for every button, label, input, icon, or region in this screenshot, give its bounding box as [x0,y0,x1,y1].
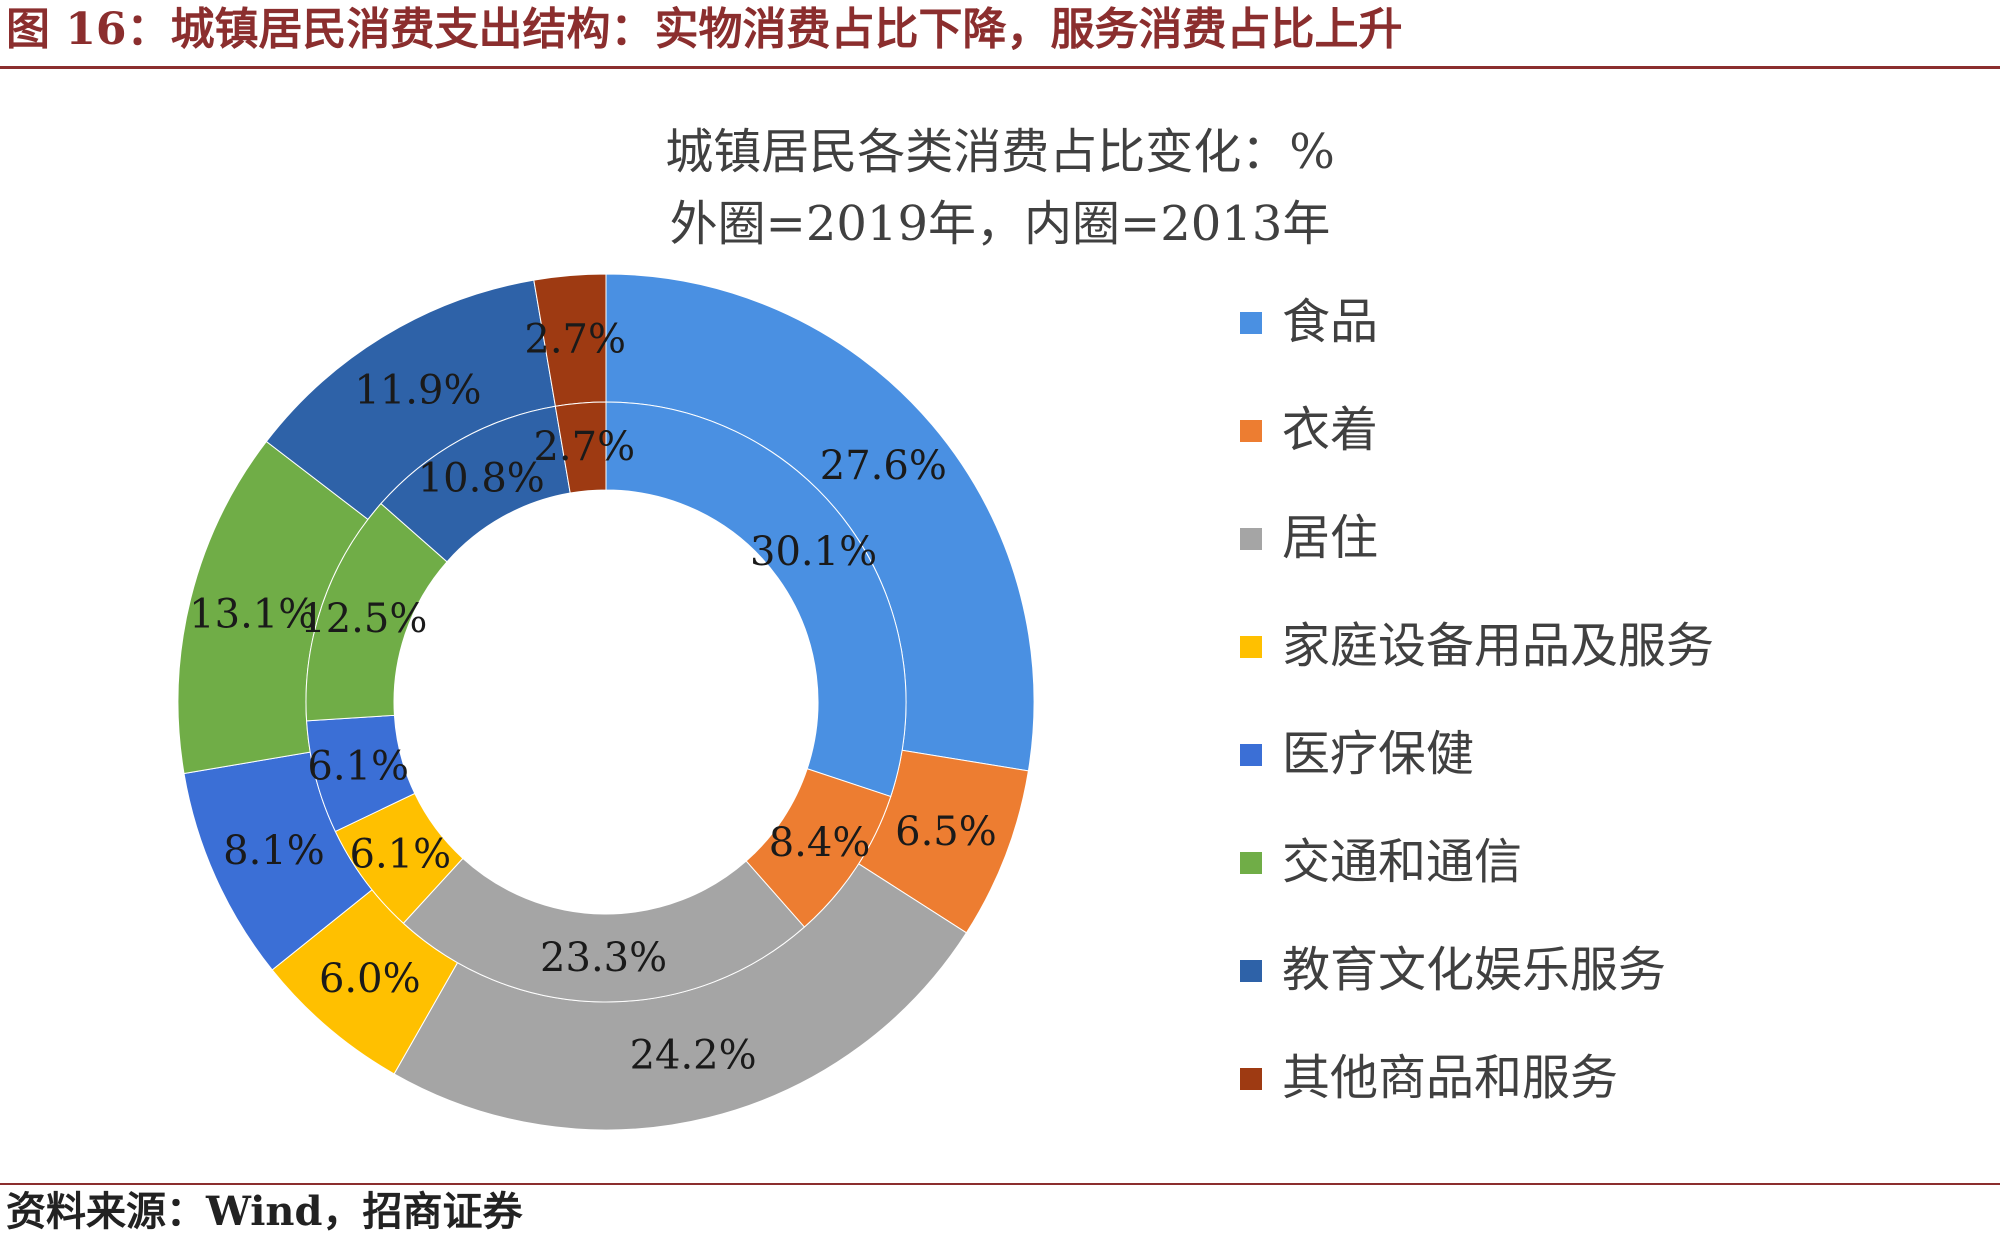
data-label-inner-7: 10.8% [418,455,545,501]
data-label-inner-5: 6.1% [307,743,409,789]
donut-slice-inner-1 [605,401,907,798]
legend-label: 交通和通信 [1282,834,1523,890]
legend-label: 居住 [1282,510,1379,566]
data-label-outer-2: 6.5% [895,809,997,855]
data-label-inner-1: 30.1% [750,529,877,575]
data-label-outer-1: 27.6% [820,443,947,489]
chart-title: 城镇居民各类消费占比变化：% [665,124,1335,180]
data-label-outer-4: 6.0% [319,956,421,1002]
legend-label: 教育文化娱乐服务 [1282,942,1667,998]
legend-label: 其他商品和服务 [1282,1050,1619,1106]
data-label-outer-8: 2.7% [524,316,626,362]
legend-swatch [1240,312,1262,334]
chart-subtitle: 外圈=2019年，内圈=2013年 [669,196,1331,252]
legend-label: 家庭设备用品及服务 [1282,618,1715,674]
legend-swatch [1240,528,1262,550]
source-rule [0,1183,2000,1185]
data-label-outer-6: 13.1% [189,591,316,637]
legend-swatch [1240,852,1262,874]
data-label-inner-3: 23.3% [540,935,667,981]
data-label-inner-8: 2.7% [533,424,635,470]
donut-slice-inner-3 [402,857,806,1003]
legend-label: 食品 [1282,294,1379,350]
title-rule [0,66,2000,69]
legend-swatch [1240,744,1262,766]
legend-swatch [1240,636,1262,658]
donut-slice-inner-8 [554,401,607,494]
data-label-inner-4: 6.1% [350,831,452,877]
figure-title: 图 16：城镇居民消费支出结构：实物消费占比下降，服务消费占比上升 [6,4,1403,55]
source-note: 资料来源：Wind，招商证券 [6,1188,523,1235]
legend-swatch [1240,960,1262,982]
data-label-outer-3: 24.2% [630,1032,757,1078]
legend-swatch [1240,420,1262,442]
data-label-inner-2: 8.4% [769,820,871,866]
legend-swatch [1240,1068,1262,1090]
data-label-outer-7: 11.9% [354,367,481,413]
legend-label: 衣着 [1282,402,1379,458]
legend-label: 医疗保健 [1282,726,1475,782]
data-label-inner-6: 12.5% [300,596,427,642]
data-label-outer-5: 8.1% [223,828,325,874]
